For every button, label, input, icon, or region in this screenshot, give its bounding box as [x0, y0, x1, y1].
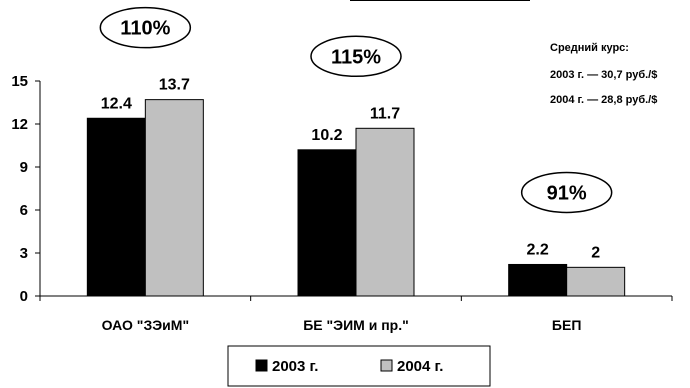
note-line-2004: 2004 г. — 28,8 руб./$ [550, 94, 657, 106]
data-label: 2.2 [527, 241, 549, 258]
bar-2004 [144, 99, 204, 297]
growth-label: 110% [120, 18, 170, 40]
data-label: 10.2 [311, 127, 342, 144]
y-tick-label: 9 [20, 159, 28, 176]
exchange-rate-note: Средний курс: 2003 г. — 30,7 руб./$ 2004… [550, 42, 657, 106]
growth-ellipse [310, 35, 402, 78]
bar-2003 [508, 263, 568, 297]
value-labels: ОАО "ЗЭиМ" 12.4 13.7 БЕ "ЭИМ и пр." 10.2 11.7… [101, 77, 600, 333]
y-tick-label: 15 [11, 73, 28, 90]
note-line-2003: 2003 г. — 30,7 руб./$ [550, 69, 657, 81]
x-category-label: БЕП [552, 317, 581, 333]
legend-swatch-2003 [255, 359, 268, 372]
growth-ellipse [520, 171, 613, 214]
growth-ellipse [99, 6, 192, 49]
legend-label-2004: 2004 г. [397, 358, 443, 375]
growth-badge: 110% [99, 6, 192, 49]
growth-badge: 91% [520, 171, 613, 214]
data-label: 12.4 [101, 95, 132, 112]
data-label: 2 [591, 244, 600, 261]
data-label: 11.7 [370, 105, 400, 122]
y-tick-label: 3 [20, 245, 28, 262]
y-tick-label: 12 [11, 116, 28, 133]
bars [86, 99, 626, 297]
y-tick-label: 6 [20, 202, 28, 219]
y-tick-label: 0 [20, 288, 28, 305]
legend-swatch-2004 [380, 359, 393, 372]
x-category-label: ОАО "ЗЭиМ" [102, 317, 190, 333]
growth-labels: 110% 115% 91% [99, 6, 613, 214]
x-category-label: БЕ "ЭИМ и пр." [303, 317, 409, 333]
growth-badge: 115% [310, 35, 402, 78]
data-label: 13.7 [159, 77, 190, 94]
legend-box [227, 345, 491, 387]
bar-2003 [86, 117, 146, 297]
growth-label: 115% [331, 46, 381, 68]
legend-label-2003: 2003 г. [272, 358, 318, 375]
bar-2004 [566, 266, 626, 297]
note-title: Средний курс: [550, 42, 629, 54]
bar-2003 [297, 149, 357, 297]
growth-label: 91% [547, 182, 587, 204]
legend: 2003 г. 2004 г. [227, 345, 491, 387]
bar-2004 [355, 127, 415, 297]
